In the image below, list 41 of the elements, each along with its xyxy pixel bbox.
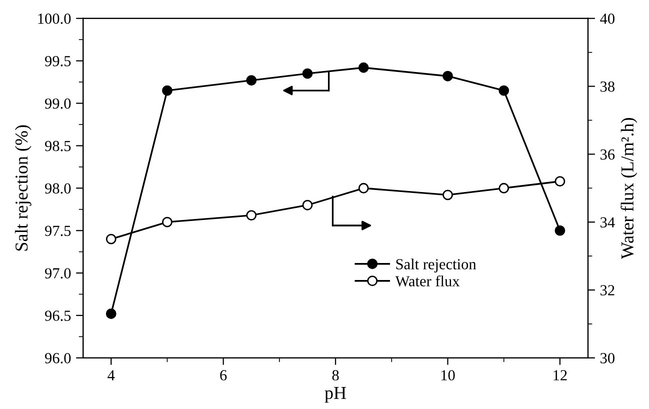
- y2-tick-label: 36: [600, 149, 615, 160]
- point: [554, 176, 566, 187]
- y2-axis-title: Water flux (L/m².h): [620, 118, 638, 260]
- y2-tick-label: 38: [600, 81, 614, 92]
- point: [358, 62, 369, 73]
- y-tick-label: 97.5: [45, 226, 71, 236]
- y2-tick-label: 34: [600, 217, 615, 228]
- point: [302, 68, 313, 79]
- x-tick-label: 6: [220, 370, 227, 380]
- y-tick-label: 100.0: [38, 14, 71, 24]
- x-tick-label: 8: [332, 370, 339, 380]
- point: [498, 182, 510, 194]
- point: [498, 85, 510, 96]
- y-axis-title: Salt rejection (%): [14, 125, 32, 251]
- point: [554, 225, 566, 236]
- point: [162, 85, 172, 96]
- point: [442, 190, 453, 200]
- point: [442, 70, 453, 82]
- y2-tick-label: 30: [600, 353, 614, 364]
- y-tick-label: 97.0: [45, 268, 71, 279]
- y-tick-label: 96.0: [45, 353, 71, 364]
- y2-tick-label: 40: [600, 14, 614, 24]
- point: [106, 234, 116, 244]
- point: [246, 210, 257, 221]
- x-tick-label: 10: [441, 370, 455, 380]
- point: [162, 216, 172, 228]
- x-tick-label: 12: [554, 370, 567, 380]
- point: [106, 308, 116, 319]
- point: [302, 200, 313, 210]
- legend-label: Water flux: [395, 275, 460, 286]
- point: [246, 75, 257, 86]
- y-tick-label: 99.5: [45, 56, 71, 66]
- y-tick-label: 99.0: [45, 98, 71, 109]
- x-tick-label: 4: [108, 370, 115, 380]
- y-tick-label: 96.5: [45, 310, 71, 321]
- y2-tick-label: 32: [600, 285, 614, 296]
- legend-label: Salt rejection: [396, 258, 476, 272]
- x-axis-title: pH: [324, 387, 346, 403]
- y-tick-label: 98.0: [45, 183, 71, 194]
- y-tick-label: 98.5: [45, 140, 71, 152]
- point: [358, 182, 369, 194]
